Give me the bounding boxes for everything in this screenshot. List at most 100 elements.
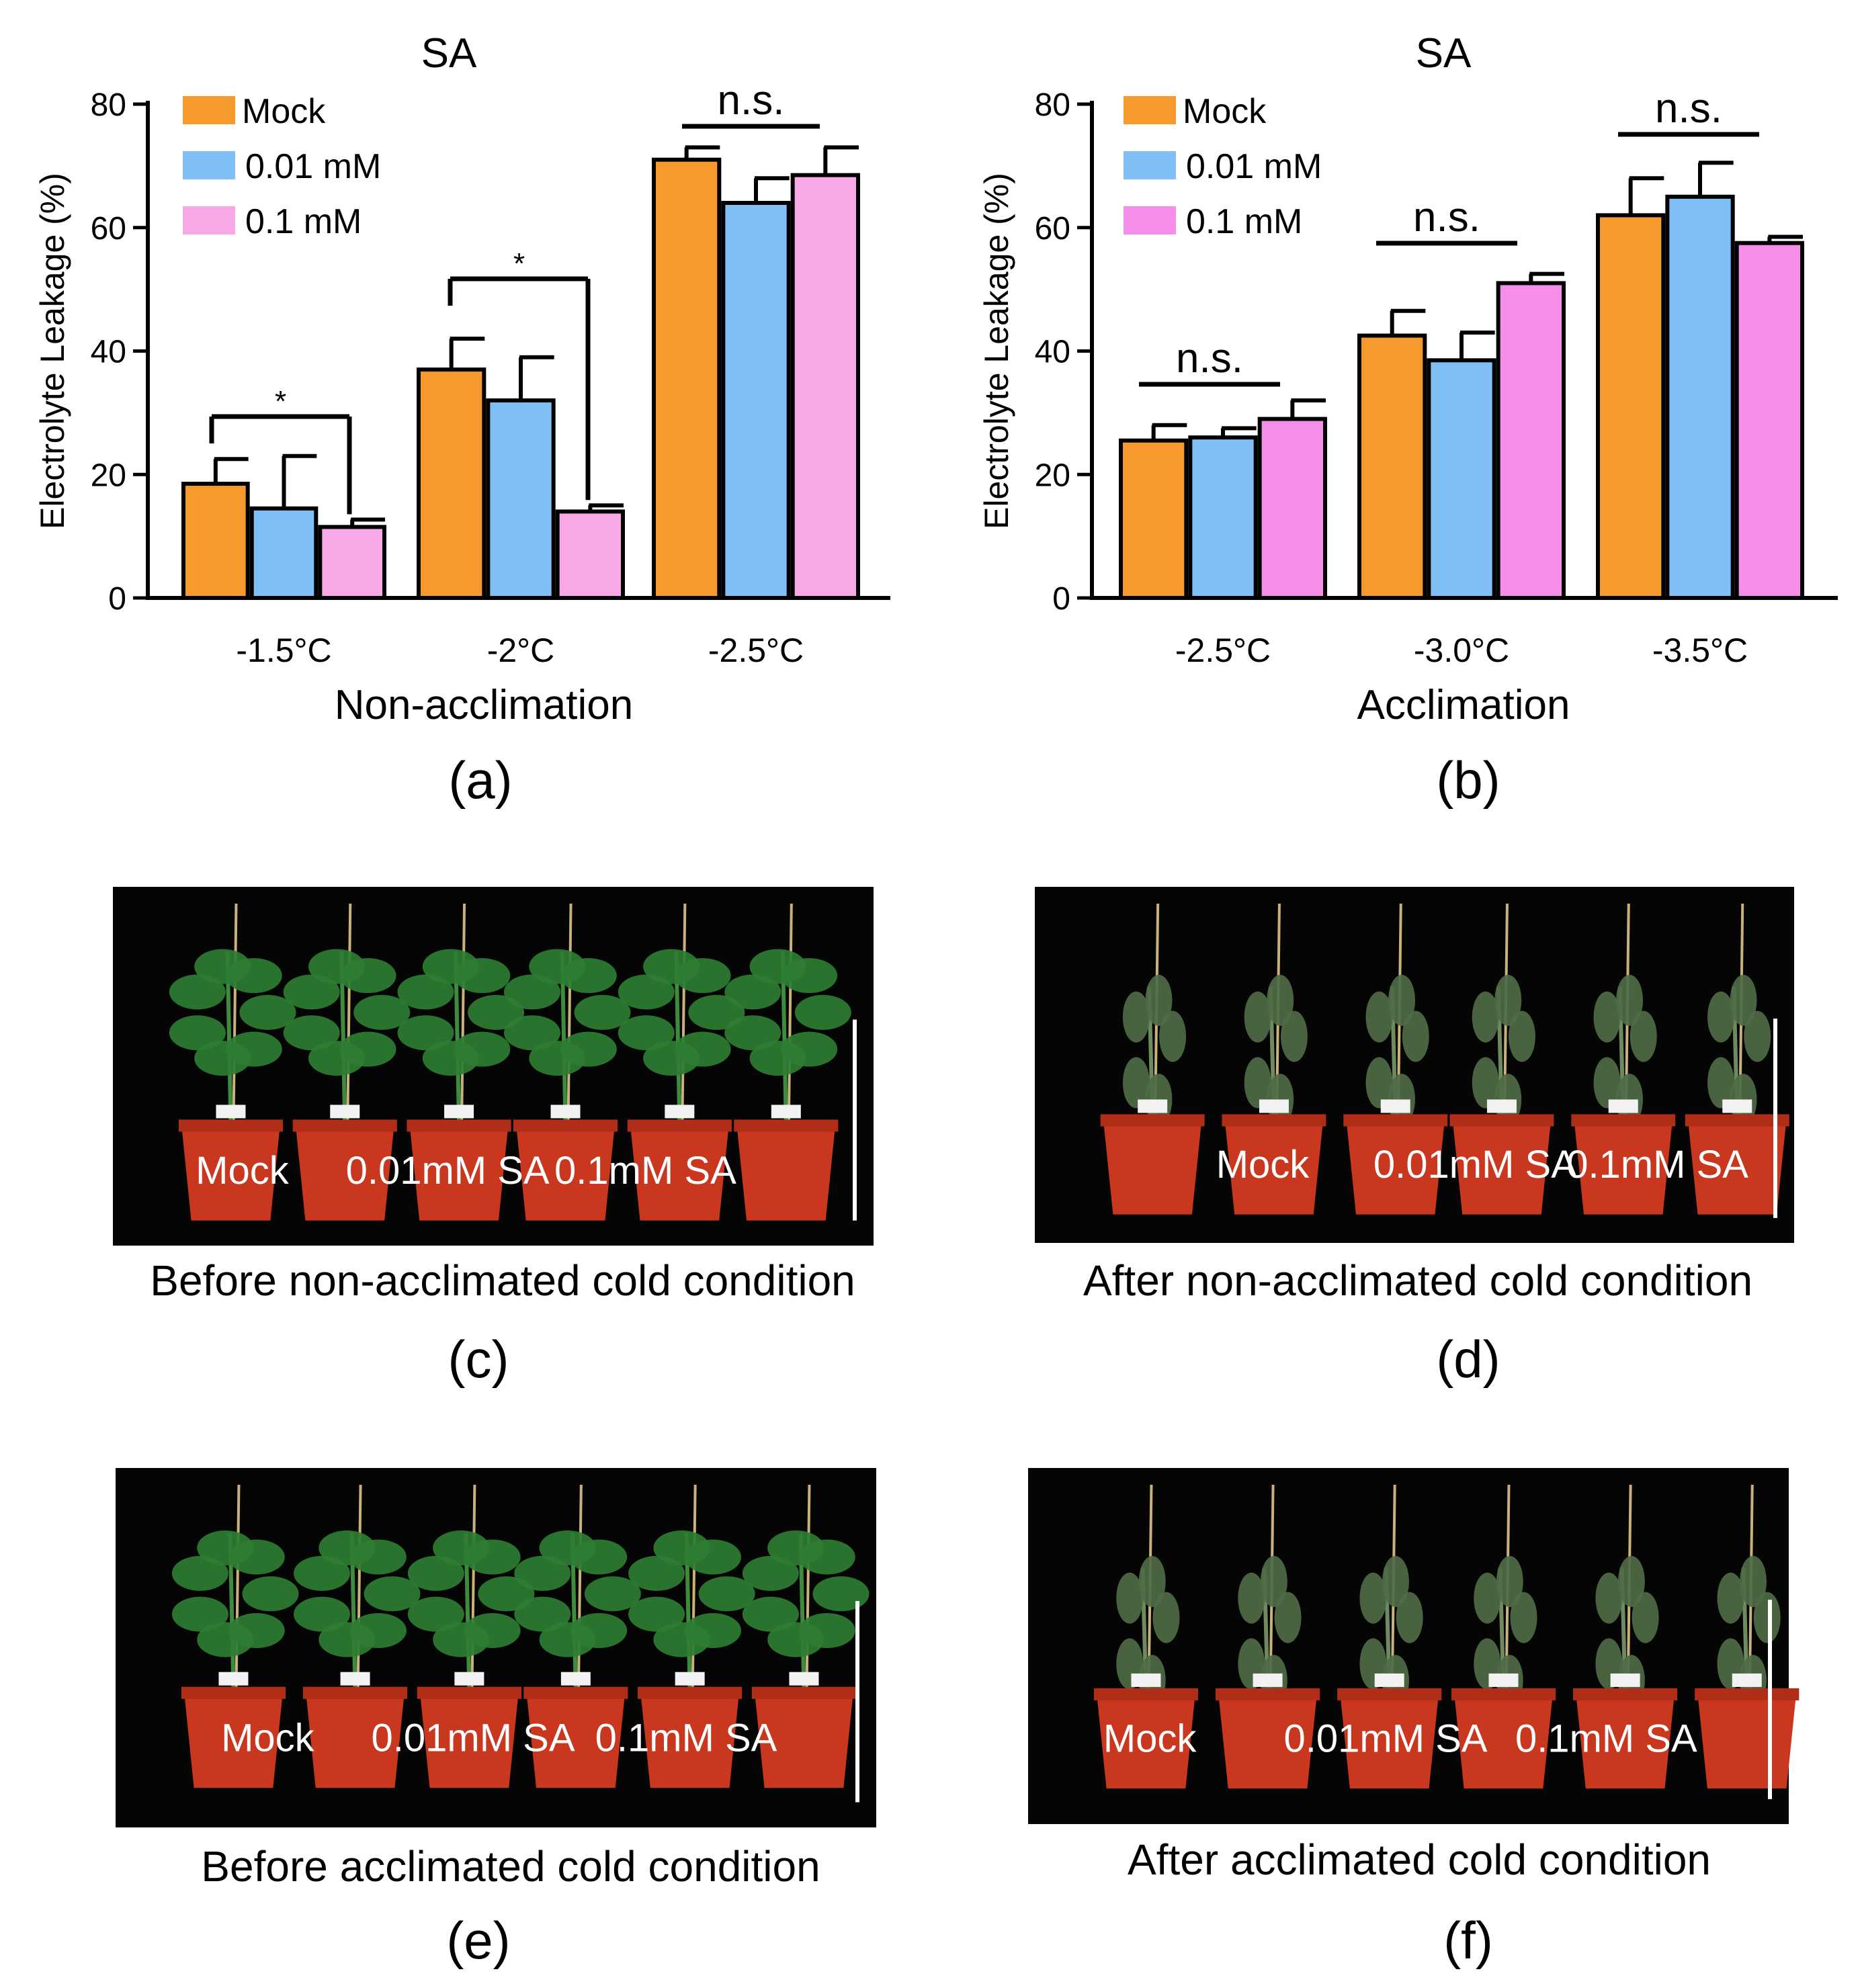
- x-tick-label: -3.0°C: [1414, 632, 1509, 669]
- plant-tag: [675, 1672, 705, 1686]
- plant-leaf: [560, 958, 617, 994]
- plant-leaf: [1138, 1556, 1166, 1608]
- plant-pot: [1096, 1692, 1196, 1788]
- plant-leaf: [1122, 1057, 1150, 1109]
- plant-pot: [1452, 1118, 1552, 1215]
- plant-pot: [515, 1123, 616, 1221]
- bar: [1496, 281, 1566, 600]
- plant-stake: [346, 903, 352, 1124]
- plant-leaf: [1359, 1572, 1387, 1624]
- plant-tag: [1380, 1099, 1410, 1113]
- plant-leaf: [171, 1596, 228, 1632]
- plant-pot: [409, 1123, 509, 1221]
- x-tick-label: -2°C: [487, 632, 555, 669]
- plant-leaf: [584, 1576, 641, 1612]
- plant-leaf: [1593, 991, 1621, 1043]
- treatment-label: Mock: [196, 1149, 290, 1193]
- plant-leaf: [539, 1622, 596, 1657]
- pot-rim: [417, 1686, 521, 1699]
- plant-leaf: [514, 1555, 571, 1591]
- plant-pot: [630, 1123, 729, 1221]
- plant-leaf: [319, 1622, 376, 1657]
- plant-leaf: [1472, 1057, 1499, 1109]
- plant-tag: [1488, 1673, 1519, 1687]
- plant-tag: [216, 1105, 246, 1119]
- plant-tag: [550, 1105, 581, 1119]
- y-tick-label: 60: [91, 211, 126, 247]
- plant-leaf: [468, 994, 525, 1030]
- plant-leaf: [1632, 1592, 1659, 1643]
- pot-rim: [638, 1686, 743, 1699]
- treatment-label: Mock: [221, 1716, 315, 1760]
- plant-leaf: [1145, 975, 1173, 1027]
- chart-title: SA: [1416, 30, 1472, 77]
- plant-pot: [1576, 1692, 1675, 1788]
- bar: [417, 368, 486, 600]
- legend-swatch: [183, 96, 235, 124]
- plant-leaf: [197, 1622, 254, 1657]
- legend-swatch: [183, 206, 235, 234]
- plant-leaf: [742, 1555, 799, 1591]
- pot-rim: [1451, 1688, 1556, 1700]
- bar: [652, 157, 722, 600]
- pot-rim: [1100, 1114, 1205, 1127]
- plant-leaf: [407, 1555, 464, 1591]
- plant-leaf: [742, 1596, 799, 1632]
- photo-panel-c: Mock 0.01mM SA 0.1mM SA: [113, 887, 874, 1246]
- photo-panel-d: Mock 0.01mM SA0.1mM SA: [1035, 887, 1794, 1243]
- plant-leaf: [1707, 991, 1734, 1043]
- treatment-label: 0.1mM SA: [1566, 1143, 1748, 1186]
- plant-leaf: [794, 994, 851, 1030]
- plant-leaf: [1744, 1010, 1771, 1062]
- pot-rim: [513, 1119, 618, 1132]
- plant-leaf: [1116, 1572, 1144, 1624]
- plant-leaf: [503, 1015, 560, 1051]
- plant-leaf: [1159, 1010, 1187, 1062]
- y-tick-label: 20: [1035, 458, 1070, 493]
- plant-pot: [1224, 1118, 1324, 1215]
- plant-tag: [444, 1105, 474, 1119]
- plant-leaf: [1496, 1556, 1523, 1608]
- plant-leaf: [628, 1555, 685, 1591]
- panel-label-c: (c): [448, 1330, 509, 1389]
- plant-leaf: [1267, 975, 1294, 1027]
- plant-leaf: [339, 958, 396, 994]
- plant-leaf: [308, 1041, 366, 1076]
- x-tick-label: -2.5°C: [708, 632, 804, 669]
- plant-leaf: [503, 974, 560, 1010]
- chart-a: SA Electrolyte Leakage (%) 0 20 40 60 80 -1.5°C…: [34, 30, 890, 728]
- y-tick-label: 60: [1035, 211, 1070, 247]
- plant-tag: [1253, 1673, 1283, 1687]
- plant-leaf: [1510, 1592, 1537, 1643]
- plant-pot: [306, 1690, 405, 1788]
- panel-label-e: (e): [446, 1911, 510, 1970]
- plant-stake: [235, 1484, 241, 1691]
- pot-rim: [407, 1119, 511, 1132]
- plant-stake: [691, 1484, 697, 1691]
- photo-caption-f: After acclimated cold condition: [1128, 1835, 1711, 1884]
- plant-leaf: [643, 1041, 700, 1076]
- plant-leaf: [1365, 1057, 1393, 1109]
- plant-stake: [805, 1484, 811, 1691]
- treatment-label: 0.01mM SA: [372, 1716, 575, 1760]
- photo-panel-f: Mock 0.01mM SA 0.1mM SA: [1028, 1468, 1800, 1824]
- plant-stake: [566, 903, 573, 1124]
- pot-rim: [1685, 1114, 1789, 1127]
- plant-leaf: [454, 958, 511, 994]
- bar: [721, 201, 791, 600]
- significance-label: n.s.: [1176, 335, 1243, 382]
- pot-rim: [292, 1119, 397, 1132]
- plant-pot: [419, 1690, 519, 1788]
- pot-rim: [1216, 1688, 1320, 1700]
- bar: [790, 173, 860, 600]
- plant-leaf: [239, 994, 296, 1030]
- plant-leaf: [1740, 1556, 1767, 1608]
- plant-leaf: [698, 1576, 755, 1612]
- plant-tag: [1486, 1099, 1517, 1113]
- plant-leaf: [294, 1555, 351, 1591]
- legend-swatch: [1124, 206, 1176, 234]
- treatment-label: 0.1mM SA: [595, 1716, 777, 1760]
- plant-pot: [736, 1123, 836, 1221]
- plant-leaf: [574, 994, 631, 1030]
